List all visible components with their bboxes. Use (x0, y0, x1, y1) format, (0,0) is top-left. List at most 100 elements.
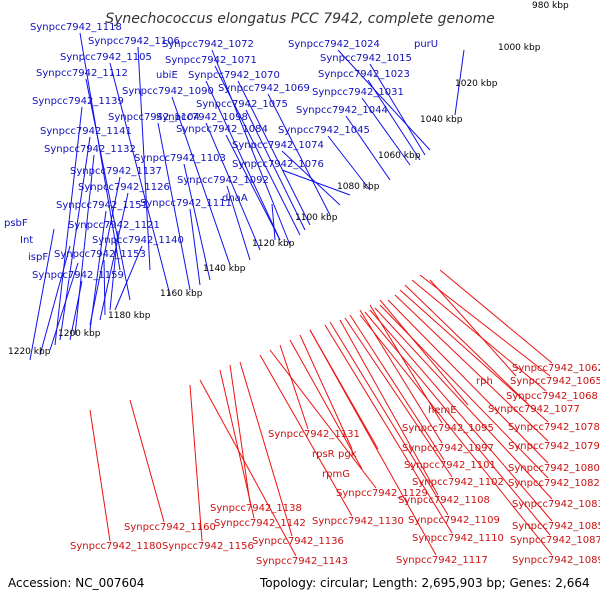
gene-label-forward: Synpcc7942_1023 (318, 69, 410, 80)
connector-line (157, 122, 191, 291)
connector-line (89, 210, 107, 331)
connector-line (69, 280, 83, 341)
gene-label-reverse: hemE (428, 405, 457, 416)
connector-line (199, 379, 297, 557)
gene-label-forward: Synpcc7942_1024 (288, 39, 380, 50)
gene-label-reverse: Synpcc7942_1117 (396, 555, 488, 566)
gene-label-forward: Synpcc7942_1140 (92, 235, 184, 246)
kbp-tick-label: 1100 kbp (295, 213, 338, 223)
gene-label-reverse: rpmG (322, 469, 350, 480)
connector-line (29, 228, 55, 361)
accession-text: Accession: NC_007604 (8, 576, 144, 590)
gene-label-forward: Synpcc7942_1126 (78, 182, 170, 193)
gene-label-reverse: Synpcc7942_1077 (488, 404, 580, 415)
gene-label-reverse: Synpcc7942_1138 (210, 503, 302, 514)
connector-line (109, 230, 119, 311)
gene-labels: Synpcc7942_1118Synpcc7942_1106Synpcc7942… (4, 22, 600, 567)
connector-line (267, 93, 331, 216)
connector-line (54, 106, 83, 346)
gene-label-forward: Synpcc7942_1137 (70, 166, 162, 177)
connector-line (89, 409, 111, 542)
gene-label-reverse: Synpcc7942_1068 (506, 391, 598, 402)
connector-line (404, 284, 529, 405)
connector-line (59, 136, 91, 341)
gene-label-reverse: Synpcc7942_1083 (512, 499, 600, 510)
connector-line (454, 49, 465, 116)
gene-label-forward: Synpcc7942_1044 (296, 105, 388, 116)
gene-label-forward: Synpcc7942_1111 (140, 198, 232, 209)
gene-label-forward: Synpcc7942_1104 (108, 112, 200, 123)
gene-label-forward: Synpcc7942_1132 (44, 144, 136, 155)
connector-line (49, 262, 79, 351)
connector-line (114, 245, 143, 311)
connector-line (129, 399, 165, 523)
kbp-tick-labels: 980 kbp 1000 kbp 1020 kbp 1040 kbp 1060 kbp 1… (8, 1, 569, 357)
connector-line (219, 369, 255, 519)
gene-label-reverse: Synpcc7942_1109 (408, 515, 500, 526)
gene-label-forward: Synpcc7942_1076 (232, 159, 324, 170)
gene-label-forward: purU (414, 39, 438, 50)
gene-label-forward: Synpcc7942_1084 (176, 124, 268, 135)
gene-label-forward: Synpcc7942_1090 (122, 86, 214, 97)
connector-line (324, 324, 453, 534)
connector-line (337, 49, 431, 151)
gene-label-reverse: Synpcc7942_1079 (508, 441, 600, 452)
connector-line (103, 259, 106, 316)
gene-label-forward: Int (20, 235, 33, 246)
gene-label-forward: Synpcc7942_1098 (156, 112, 248, 123)
gene-label-reverse: Synpcc7942_1131 (268, 429, 360, 440)
connector-line (85, 78, 131, 301)
connector-line (429, 279, 517, 377)
gene-label-forward: Synpcc7942_1045 (278, 125, 370, 136)
gene-label-forward: dnaA (222, 193, 248, 204)
gene-label-forward: Synpcc7942_1118 (30, 22, 122, 33)
gene-label-reverse: Synpcc7942_1101 (404, 460, 496, 471)
connector-line (171, 96, 231, 266)
connector-line (259, 354, 353, 517)
kbp-tick-label: 1180 kbp (108, 311, 151, 321)
gene-label-forward: Synpcc7942_1031 (312, 87, 404, 98)
gene-label-reverse: Synpcc7942_1130 (312, 516, 404, 527)
connector-line (344, 317, 453, 478)
kbp-tick-label: 1120 kbp (252, 239, 295, 249)
gene-label-reverse: Synpcc7942_1065 (510, 376, 600, 387)
gene-label-reverse: Synpcc7942_1160 (124, 522, 216, 533)
gene-label-forward: Synpcc7942_1153 (54, 249, 146, 260)
connector-line (237, 80, 311, 226)
connector-line (211, 49, 291, 246)
connector-line (229, 364, 251, 504)
gene-label-reverse: Synpcc7942_1129 (336, 488, 428, 499)
gene-label-forward: ispF (28, 252, 48, 263)
connector-line (439, 269, 553, 364)
connector-line (281, 150, 341, 206)
gene-label-reverse: Synpcc7942_1097 (402, 443, 494, 454)
connector-line (279, 344, 309, 430)
gene-label-reverse: Synpcc7942_1080 (508, 463, 600, 474)
gene-label-forward: Synpcc7942_1092 (177, 175, 269, 186)
gene-label-reverse: Synpcc7942_1143 (256, 556, 348, 567)
connector-line (419, 274, 551, 377)
gene-label-reverse: Synpcc7942_1108 (398, 495, 490, 506)
gene-label-reverse: Synpcc7942_1156 (162, 541, 254, 552)
gene-label-forward: Synpcc7942_1151 (56, 200, 148, 211)
connector-line (74, 154, 95, 336)
connector-line (364, 311, 551, 536)
gene-label-forward: Synpcc7942_1141 (40, 126, 132, 137)
gene-label-reverse: Synpcc7942_1089 (512, 555, 600, 566)
connector-line (379, 304, 549, 479)
connector-line (327, 135, 371, 191)
gene-label-reverse: rph (476, 376, 493, 387)
gene-label-forward: ubiE (156, 70, 178, 81)
connector-line (361, 97, 411, 166)
connector-line (226, 185, 251, 261)
connector-line (399, 289, 549, 423)
gene-label-reverse: pgk (338, 449, 357, 460)
topology-text: Topology: circular; Length: 2,695,903 bp… (259, 576, 590, 590)
gene-label-reverse: Synpcc7942_1087 (510, 535, 600, 546)
gene-label-reverse: Synpcc7942_1095 (402, 423, 494, 434)
gene-label-reverse: Synpcc7942_1102 (412, 477, 504, 488)
connector-line (369, 309, 553, 522)
connector-line (339, 319, 439, 496)
kbp-tick-label: 1200 kbp (58, 329, 101, 339)
